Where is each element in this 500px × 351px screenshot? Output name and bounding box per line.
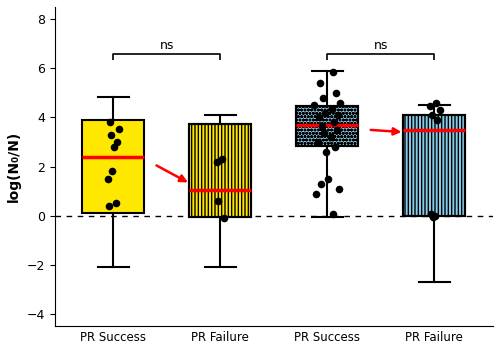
Point (112, 201, 120, 206)
Bar (403, 115, 466, 216)
Point (322, 149, 330, 155)
Point (434, 117, 442, 123)
Point (218, 157, 226, 162)
Point (331, 144, 339, 150)
Point (432, 100, 440, 106)
Text: ns: ns (374, 39, 388, 52)
Point (104, 176, 112, 182)
Point (332, 90, 340, 96)
Point (314, 139, 322, 145)
Point (106, 120, 114, 125)
Point (324, 176, 332, 182)
Point (105, 203, 113, 209)
Point (427, 212, 435, 217)
Y-axis label: log(N₀/N): log(N₀/N) (7, 131, 21, 202)
Point (312, 191, 320, 197)
Point (316, 80, 324, 86)
Point (328, 106, 336, 112)
Bar (190, 124, 252, 217)
Point (333, 127, 341, 133)
Point (317, 181, 325, 187)
Point (108, 132, 116, 138)
Point (432, 213, 440, 218)
Point (319, 95, 327, 101)
Point (426, 104, 434, 109)
Point (335, 186, 343, 192)
Bar (296, 106, 358, 146)
Point (320, 131, 328, 136)
Point (336, 100, 344, 106)
Point (220, 215, 228, 221)
Point (115, 126, 123, 131)
Point (328, 69, 336, 75)
Point (112, 139, 120, 145)
Point (436, 107, 444, 113)
Point (110, 144, 118, 150)
Bar (296, 106, 358, 146)
Bar (190, 124, 252, 217)
Point (214, 198, 222, 204)
Point (318, 123, 326, 129)
Point (429, 214, 437, 220)
Bar (403, 115, 466, 216)
Point (310, 102, 318, 108)
Point (330, 120, 338, 125)
Point (428, 112, 436, 118)
Point (326, 134, 334, 140)
Point (321, 110, 329, 115)
Point (328, 212, 336, 217)
Bar (82, 120, 144, 213)
Point (314, 115, 322, 120)
Bar (190, 124, 252, 217)
Point (334, 112, 342, 118)
Bar (403, 115, 466, 216)
Point (213, 159, 221, 165)
Text: ns: ns (160, 39, 174, 52)
Bar (296, 106, 358, 146)
Point (108, 169, 116, 174)
